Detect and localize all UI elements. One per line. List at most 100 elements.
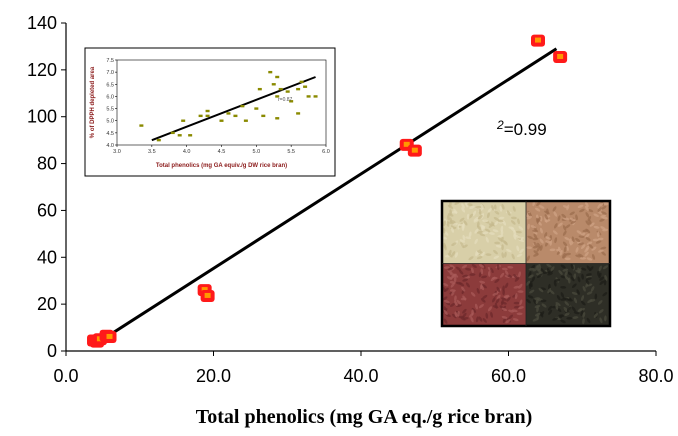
- photo-grain: [461, 264, 468, 269]
- photo-grain: [504, 251, 507, 258]
- photo-grain: [501, 244, 504, 251]
- photo-grain: [578, 235, 585, 238]
- inset-y-tick-label: 6.5: [106, 82, 114, 88]
- photo-grain: [586, 241, 593, 245]
- photo-grain: [545, 236, 551, 240]
- photo-grain: [554, 278, 561, 282]
- photo-grain: [492, 229, 499, 233]
- inset-y-tick-label: 7.0: [106, 70, 114, 76]
- data-point-core: [403, 141, 410, 147]
- photo-grain: [510, 216, 517, 220]
- photo-grain: [555, 303, 559, 310]
- photo-grain: [501, 307, 508, 312]
- photo-grain: [532, 229, 539, 233]
- photo-grain: [442, 227, 446, 234]
- y-tick-label: 60: [37, 200, 57, 220]
- photo-grain: [515, 230, 522, 234]
- photo-grain: [476, 256, 483, 260]
- inset-data-point: [275, 95, 280, 98]
- data-point-core: [557, 53, 564, 59]
- photo-grain: [602, 265, 609, 270]
- photo-grain: [569, 211, 575, 216]
- photo-grain: [562, 225, 567, 231]
- photo-grain: [451, 290, 455, 296]
- photo-grain: [462, 317, 469, 320]
- inset-x-tick-label: 3.5: [148, 149, 156, 155]
- photo-grain: [513, 274, 518, 279]
- photo-grain: [576, 230, 582, 235]
- photo-grain: [533, 241, 538, 247]
- inset-x-tick-label: 5.5: [287, 149, 295, 155]
- photo-grain: [553, 280, 557, 287]
- photo-grain: [513, 305, 520, 309]
- photo-grain: [535, 207, 541, 212]
- photo-grain: [558, 314, 565, 318]
- photo-grain: [495, 298, 500, 304]
- r-squared-annotation: 2=0.99: [496, 118, 547, 139]
- photo-grain: [581, 273, 584, 280]
- photo-grain: [569, 238, 572, 245]
- photo-grain: [587, 208, 594, 213]
- photo-grain: [599, 276, 605, 281]
- photo-grain: [512, 206, 516, 212]
- photo-grain: [526, 255, 530, 262]
- photo-grain: [558, 270, 563, 275]
- photo-grain: [468, 256, 474, 261]
- photo-grain: [492, 292, 499, 296]
- photo-grain: [601, 251, 606, 256]
- photo-grain: [501, 203, 505, 210]
- photo-grain: [506, 248, 512, 253]
- photo-grain: [453, 273, 459, 278]
- photo-grain: [598, 309, 604, 314]
- photo-grain: [564, 257, 571, 261]
- photo-grain: [602, 292, 608, 297]
- photo-grain: [564, 270, 568, 277]
- rice-bran-photo: [440, 199, 612, 328]
- photo-grain: [497, 219, 504, 223]
- photo-grain: [481, 225, 485, 232]
- x-tick-label: 0.0: [53, 366, 78, 386]
- photo-grain: [499, 272, 505, 278]
- photo-grain: [576, 289, 580, 295]
- photo-grain: [585, 220, 590, 226]
- inset-y-axis-title: % of DPPH depleted area: [90, 66, 96, 138]
- photo-grain: [598, 203, 604, 207]
- photo-grain: [598, 249, 604, 253]
- photo-grain: [575, 247, 579, 253]
- photo-grain: [532, 267, 538, 272]
- photo-grain: [458, 223, 465, 227]
- inset-y-tick-label: 4.0: [106, 143, 114, 149]
- photo-grain: [566, 306, 572, 312]
- photo-grain: [451, 251, 456, 257]
- photo-grain: [539, 215, 543, 222]
- photo-grain: [480, 203, 484, 210]
- photo-grain: [586, 317, 591, 324]
- photo-grain: [473, 218, 479, 223]
- photo-grain: [589, 222, 595, 227]
- photo-grain: [499, 205, 503, 212]
- photo-grain: [494, 278, 500, 283]
- photo-grain: [603, 279, 607, 286]
- inset-data-point: [226, 112, 231, 115]
- photo-grain: [533, 233, 538, 239]
- inset-r-annotation: r=0.87: [278, 97, 293, 103]
- photo-grain: [478, 316, 483, 322]
- photo-grain: [595, 240, 602, 244]
- photo-grain: [532, 237, 539, 241]
- photo-grain: [506, 296, 511, 302]
- photo-grain: [485, 237, 489, 243]
- photo-grain: [539, 205, 545, 209]
- photo-grain: [553, 211, 558, 217]
- photo-grain: [480, 298, 486, 303]
- photo-grain: [582, 318, 585, 325]
- photo-grain: [495, 244, 502, 248]
- photo-grain: [585, 201, 589, 208]
- photo-grain: [482, 294, 488, 299]
- photo-grain: [496, 286, 501, 293]
- photo-grain: [604, 275, 608, 281]
- photo-grain: [565, 224, 571, 229]
- photo-grain: [531, 276, 536, 282]
- photo-grain: [572, 316, 579, 319]
- photo-grain: [532, 245, 539, 249]
